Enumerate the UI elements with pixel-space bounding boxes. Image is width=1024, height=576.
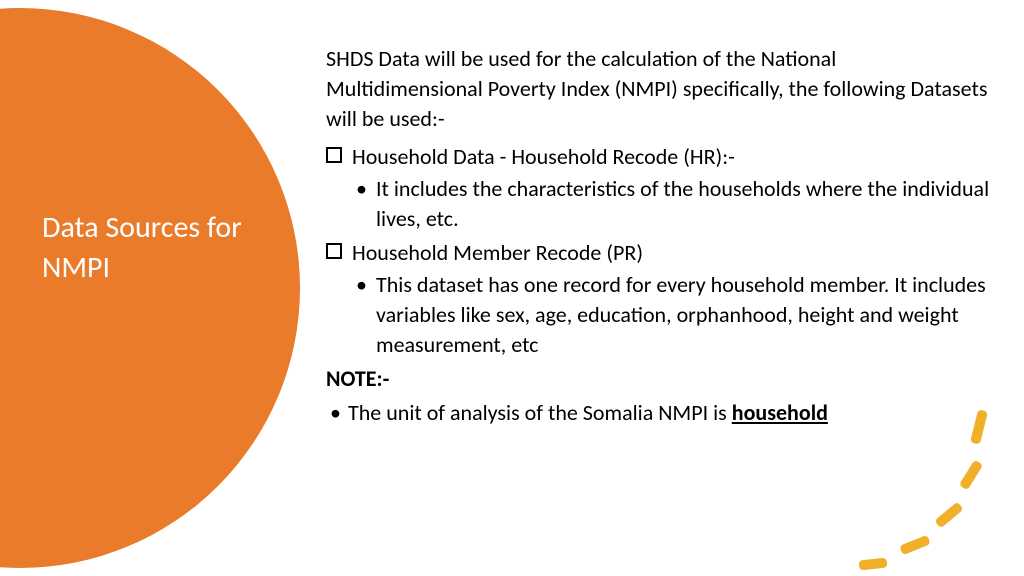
intro-paragraph: SHDS Data will be used for the calculati… [326,44,996,134]
dataset-heading-pr: Household Member Recode (PR) [326,238,996,268]
dataset-sub-hr: It includes the characteristics of the h… [326,174,996,234]
note-text: The unit of analysis of the Somalia NMPI… [326,398,996,428]
content-block: SHDS Data will be used for the calculati… [326,44,996,428]
note-text-bold: household [732,399,828,426]
dataset-heading-hr: Household Data - Household Recode (HR):- [326,142,996,172]
slide: { "circle": { "color": "#e97b2b", "diame… [0,0,1024,576]
dash-piece [959,460,983,491]
slide-title: Data Sources for NMPI [42,208,282,288]
dash-piece [899,535,931,556]
orange-circle [0,8,300,568]
dash-piece [934,502,963,529]
note-label: NOTE:- [326,364,996,394]
dataset-sub-pr: This dataset has one record for every ho… [326,270,996,360]
note-text-pre: The unit of analysis of the Somalia NMPI… [348,399,732,426]
dash-piece [859,558,888,571]
